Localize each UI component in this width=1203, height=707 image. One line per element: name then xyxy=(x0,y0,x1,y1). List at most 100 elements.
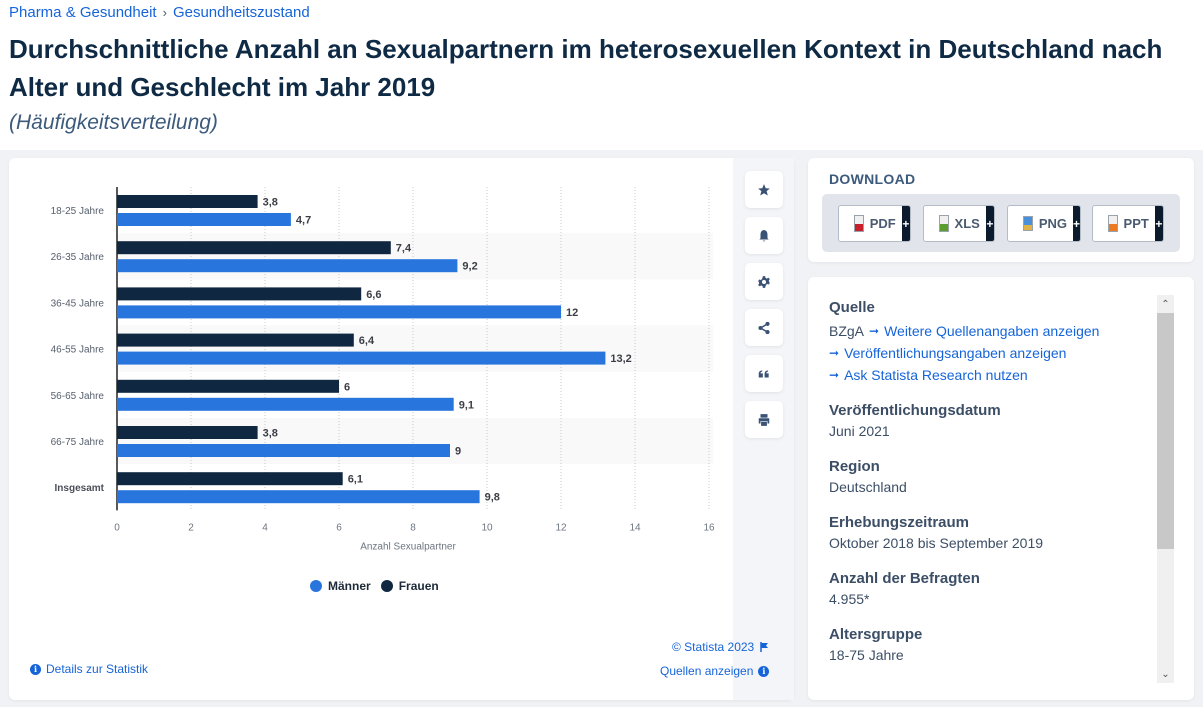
download-png-label: PNG xyxy=(1038,216,1067,231)
ask-research-label: Ask Statista Research nutzen xyxy=(844,367,1028,383)
download-png-plus[interactable]: + xyxy=(1072,206,1080,241)
settings-button[interactable] xyxy=(745,263,783,300)
x-tick-label: 0 xyxy=(114,522,120,533)
sources-link-label: Quellen anzeigen xyxy=(660,664,754,678)
field-value-publication-date: Juni 2021 xyxy=(829,423,890,439)
page-header: Pharma & Gesundheit › Gesundheitszustand… xyxy=(0,0,1203,150)
download-pdf-plus[interactable]: + xyxy=(901,206,910,241)
arrow-right-icon: ➞ xyxy=(869,324,880,338)
legend-item-maenner[interactable]: Männer xyxy=(310,579,371,593)
download-pdf-button[interactable]: PDF + xyxy=(838,205,911,242)
xls-file-icon xyxy=(939,215,949,232)
sources-link[interactable]: Quellen anzeigen i xyxy=(660,664,770,678)
scroll-down-arrow[interactable]: ⌄ xyxy=(1161,668,1170,680)
x-tick-label: 2 xyxy=(188,522,194,533)
details-link-label: Details zur Statistik xyxy=(46,662,149,676)
gear-icon xyxy=(758,275,770,288)
download-ppt-label: PPT xyxy=(1123,216,1149,231)
download-xls-plus[interactable]: + xyxy=(985,206,994,241)
chart-legend: Männer Frauen xyxy=(310,579,441,593)
x-tick-label: 10 xyxy=(481,522,493,533)
more-sources-link[interactable]: BZgA ➞ Weitere Quellenangaben anzeigen xyxy=(829,320,1149,342)
category-label: Insgesamt xyxy=(55,483,105,494)
scroll-up-arrow[interactable]: ⌃ xyxy=(1161,298,1170,310)
arrow-right-icon: ➞ xyxy=(829,368,840,382)
bar-frauen xyxy=(117,287,362,301)
info-card: Quelle BZgA ➞ Weitere Quellenangaben anz… xyxy=(808,277,1194,700)
bar-maenner xyxy=(117,213,291,226)
details-link[interactable]: i Details zur Statistik xyxy=(30,662,148,676)
publication-info-label: Veröffentlichungsangaben anzeigen xyxy=(844,345,1067,361)
ppt-file-icon xyxy=(1108,215,1118,232)
legend-item-frauen[interactable]: Frauen xyxy=(380,579,439,593)
download-ppt-plus[interactable]: + xyxy=(1154,206,1163,241)
print-button[interactable] xyxy=(745,401,783,438)
legend-dot-frauen xyxy=(380,580,393,592)
field-label-age-group: Altersgruppe xyxy=(829,626,923,643)
data-label-maenner: 12 xyxy=(566,307,578,319)
bar-maenner xyxy=(117,444,450,457)
data-label-frauen: 6 xyxy=(344,381,350,393)
field-value-respondents: 4.955* xyxy=(829,591,870,607)
publication-info-link[interactable]: ➞ Veröffentlichungsangaben anzeigen xyxy=(829,342,1149,364)
field-value-age-group: 18-75 Jahre xyxy=(829,647,904,663)
bar-maenner xyxy=(117,351,606,365)
field-label-region: Region xyxy=(829,458,880,475)
x-tick-label: 12 xyxy=(555,522,567,533)
data-label-frauen: 3,8 xyxy=(263,428,278,440)
share-button[interactable] xyxy=(745,309,783,346)
category-label: 66-75 Jahre xyxy=(51,437,105,448)
data-label-frauen: 7,4 xyxy=(396,243,412,255)
more-sources-label: Weitere Quellenangaben anzeigen xyxy=(884,323,1100,339)
field-label-publication-date: Veröffentlichungsdatum xyxy=(829,402,1001,419)
breadcrumb-item-gesundheitszustand[interactable]: Gesundheitszustand xyxy=(172,4,310,21)
bar-maenner xyxy=(117,397,454,411)
download-xls-button[interactable]: XLS + xyxy=(923,205,995,242)
download-png-button[interactable]: PNG + xyxy=(1007,205,1081,242)
category-label: 26-35 Jahre xyxy=(51,252,105,263)
field-label-survey-period: Erhebungszeitraum xyxy=(829,514,970,531)
bar-frauen xyxy=(117,195,258,208)
category-label: 46-55 Jahre xyxy=(51,345,105,356)
source-heading: Quelle xyxy=(829,299,875,316)
bar-frauen xyxy=(117,426,258,439)
field-value-survey-period: Oktober 2018 bis September 2019 xyxy=(829,535,1044,551)
download-pdf-label: PDF xyxy=(869,216,896,231)
breadcrumb: Pharma & Gesundheit › Gesundheitszustand xyxy=(9,4,310,21)
data-label-maenner: 9,8 xyxy=(485,492,500,504)
field-label-respondents: Anzahl der Befragten xyxy=(829,570,980,587)
data-label-frauen: 3,8 xyxy=(263,197,278,209)
notification-button[interactable] xyxy=(745,217,783,254)
field-value-region: Deutschland xyxy=(829,479,907,495)
info-scrollbar[interactable]: ⌃ ⌄ xyxy=(1157,295,1174,683)
legend-label-maenner: Männer xyxy=(328,579,371,593)
x-tick-label: 4 xyxy=(262,522,268,533)
x-tick-label: 6 xyxy=(336,522,342,533)
data-label-maenner: 9 xyxy=(455,446,461,458)
legend-dot-maenner xyxy=(310,580,322,592)
flag-icon xyxy=(760,642,769,652)
info-icon: i xyxy=(30,663,41,675)
bar-frauen xyxy=(117,241,391,255)
data-label-frauen: 6,6 xyxy=(366,289,381,301)
ask-research-link[interactable]: ➞ Ask Statista Research nutzen xyxy=(829,364,1149,386)
bar-frauen xyxy=(117,472,343,486)
category-band xyxy=(117,233,713,280)
share-icon xyxy=(758,321,770,334)
cite-button[interactable] xyxy=(745,355,783,392)
favorite-button[interactable] xyxy=(745,171,783,208)
page-title: Durchschnittliche Anzahl an Sexualpartne… xyxy=(9,34,1163,102)
info-content: Quelle BZgA ➞ Weitere Quellenangaben anz… xyxy=(829,299,1149,682)
download-title: DOWNLOAD xyxy=(829,171,916,187)
copyright[interactable]: © Statista 2023 xyxy=(672,640,769,654)
breadcrumb-item-pharma[interactable]: Pharma & Gesundheit xyxy=(9,4,157,21)
data-label-maenner: 9,1 xyxy=(459,399,474,411)
print-icon xyxy=(758,413,770,426)
category-band xyxy=(117,418,713,465)
page-subtitle: (Häufigkeitsverteilung) xyxy=(9,111,218,134)
download-ppt-button[interactable]: PPT + xyxy=(1092,205,1164,242)
bar-frauen xyxy=(117,379,339,393)
breadcrumb-separator: › xyxy=(162,5,167,20)
data-label-maenner: 13,2 xyxy=(610,353,631,365)
scrollbar-thumb[interactable] xyxy=(1157,313,1174,549)
